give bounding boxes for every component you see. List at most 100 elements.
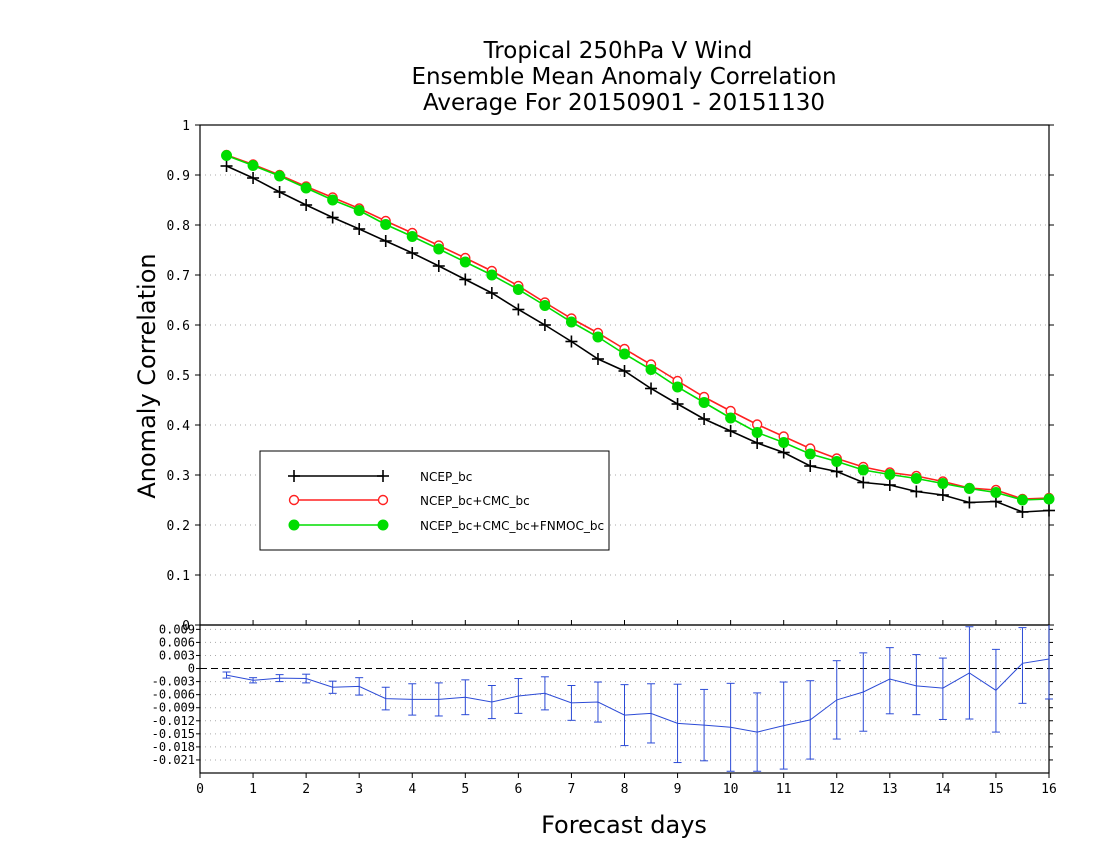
series-3-point [565,316,577,328]
top-y-axis-ticks: 0 0.1 0.2 0.3 0.4 0.5 0.6 0.7 0.8 0.9 1 [167,119,1054,634]
error-bar [885,647,894,715]
error-bar [249,677,258,684]
bottom-y-tick-label: 0.006 [159,635,195,649]
series-1-point [751,437,764,449]
bottom-y-axis-ticks: 0.0090.0060.0030-0.003-0.006-0.009-0.012… [152,622,1053,767]
series-3-point [725,412,737,424]
series-3-point [619,348,630,360]
series-1-point [273,186,286,198]
bottom-y-tick-label: 0 [188,662,195,676]
series-1-point [432,260,445,272]
series-1-point [247,172,260,184]
top-y-tick-label: 0 [182,619,190,634]
series-1-point [910,485,923,498]
series-3-point [751,427,763,438]
series-3-point [990,487,1002,498]
x-tick-label: 4 [408,782,416,797]
legend-marker-3 [377,519,389,531]
legend-marker-2 [288,494,300,506]
series-1-point [459,273,472,286]
x-tick-label: 1 [249,782,257,797]
error-bar [461,679,470,716]
top-y-tick-label: 0.6 [167,319,190,334]
series-1-point [591,353,604,365]
error-bar [222,671,231,679]
error-bar [514,678,523,714]
series-3-point [486,269,498,281]
error-bar [275,674,284,683]
series-3-point [459,256,471,268]
error-bar [1045,625,1053,700]
title-line-1: Tropical 250hPa V Wind [483,38,753,64]
series-1-point [1016,506,1029,518]
bottom-y-tick-label: -0.006 [152,688,195,702]
series-1-point [645,382,658,395]
series-3-point [327,194,339,206]
series-1-point [804,460,817,472]
legend-marker-1 [377,470,389,482]
bottom-series-layer [222,625,1053,772]
series-3-point [512,284,524,295]
error-bar [726,682,735,772]
x-tick-label: 6 [514,782,522,797]
series-1-point [485,287,498,299]
error-bar [408,683,417,716]
series-3-point [221,150,233,161]
series-1-point [857,476,870,489]
series-1-point [883,479,896,491]
x-tick-label: 15 [988,782,1004,797]
error-bar [355,677,364,696]
error-bar [540,676,549,711]
error-bar [912,654,921,716]
error-bar [859,652,868,732]
series-3-point [433,243,445,255]
top-y-tick-label: 0.8 [167,219,190,234]
series-3-point [592,331,604,343]
x-tick-label: 9 [674,782,682,797]
error-bar [1018,627,1027,704]
error-bar [647,683,656,744]
x-axis-title: Forecast days [541,811,707,839]
series-3-point [1043,493,1055,505]
series-1-point [724,425,737,437]
legend-items [288,470,389,531]
x-tick-label: 11 [776,782,792,797]
series-3-point [1016,494,1028,506]
top-y-tick-label: 0.7 [167,269,190,284]
error-bar [965,626,974,720]
error-bar [806,680,815,760]
series-3-point [353,205,365,216]
error-bar [753,692,762,772]
x-tick-label: 7 [568,782,576,797]
bottom-y-tick-label: -0.012 [152,714,195,728]
bottom-y-tick-label: -0.003 [152,675,195,689]
series-1-point [512,303,525,316]
top-series-layer [220,149,1055,518]
series-3-point [804,448,816,460]
error-bar [328,680,337,694]
series-3-point [406,231,418,242]
x-tick-label: 3 [355,782,363,797]
series-1-point [830,465,843,478]
x-tick-label: 12 [829,782,845,797]
bottom-gridlines [200,628,1049,761]
x-tick-label: 5 [461,782,469,797]
bottom-y-tick-label: 0.009 [159,622,195,636]
error-bar [302,673,311,684]
series-1-point [963,496,976,509]
bottom-y-tick-label: -0.018 [152,740,195,754]
error-bar [487,685,496,720]
x-tick-label: 14 [935,782,951,797]
bottom-y-tick-label: -0.021 [152,753,195,767]
error-bar [779,681,788,770]
error-bar [593,681,602,723]
series-3-point [672,381,684,393]
series-1-point [565,335,578,348]
x-tick-label: 2 [302,782,310,797]
top-y-tick-label: 0.1 [167,569,190,584]
series-1-point [698,413,711,425]
x-tick-label: 8 [621,782,629,797]
legend-marker-3 [288,519,300,531]
legend-label-1: NCEP_bc [420,470,472,484]
error-bar [673,683,682,764]
